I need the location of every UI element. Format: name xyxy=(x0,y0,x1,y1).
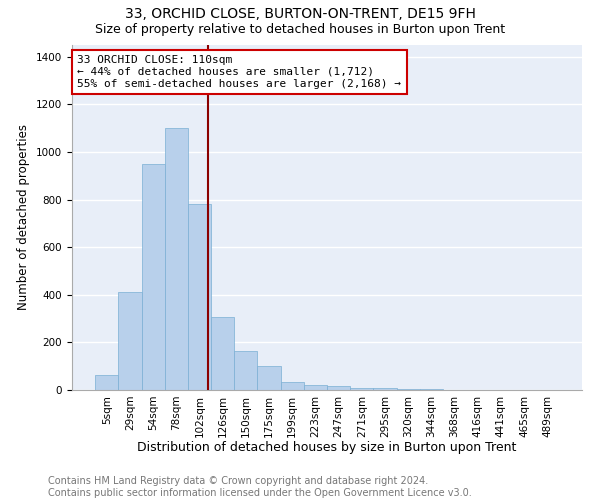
Bar xyxy=(211,318,234,390)
Bar xyxy=(142,164,165,390)
Bar xyxy=(257,366,281,390)
Y-axis label: Number of detached properties: Number of detached properties xyxy=(17,124,31,310)
Text: Contains HM Land Registry data © Crown copyright and database right 2024.
Contai: Contains HM Land Registry data © Crown c… xyxy=(48,476,472,498)
Bar xyxy=(188,204,211,390)
Bar xyxy=(118,292,142,390)
X-axis label: Distribution of detached houses by size in Burton upon Trent: Distribution of detached houses by size … xyxy=(137,441,517,454)
Bar xyxy=(234,350,257,390)
Bar xyxy=(165,128,188,390)
Bar xyxy=(397,389,420,390)
Bar xyxy=(304,385,327,390)
Bar xyxy=(327,386,350,390)
Bar xyxy=(373,388,397,390)
Bar xyxy=(281,382,304,390)
Text: 33, ORCHID CLOSE, BURTON-ON-TRENT, DE15 9FH: 33, ORCHID CLOSE, BURTON-ON-TRENT, DE15 … xyxy=(125,8,475,22)
Bar xyxy=(350,388,373,390)
Text: 33 ORCHID CLOSE: 110sqm
← 44% of detached houses are smaller (1,712)
55% of semi: 33 ORCHID CLOSE: 110sqm ← 44% of detache… xyxy=(77,56,401,88)
Bar xyxy=(95,374,118,390)
Text: Size of property relative to detached houses in Burton upon Trent: Size of property relative to detached ho… xyxy=(95,22,505,36)
